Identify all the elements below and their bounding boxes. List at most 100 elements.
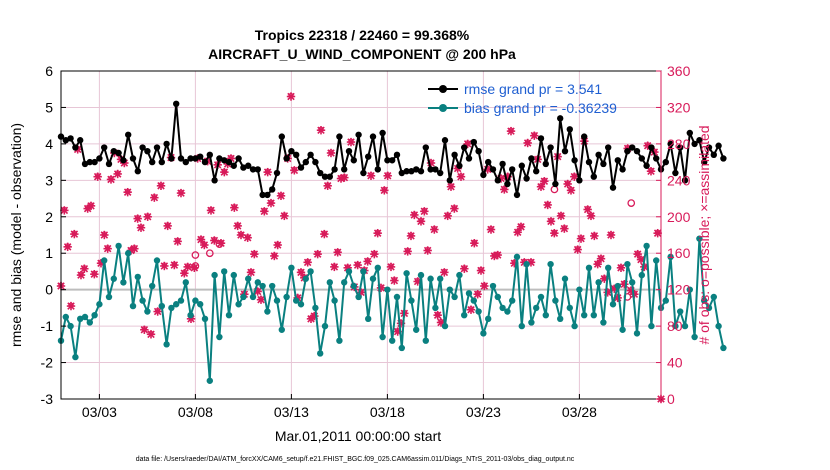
bias-point bbox=[235, 301, 242, 308]
rmse-point bbox=[581, 133, 588, 140]
bias-point bbox=[91, 311, 98, 319]
bias-point bbox=[177, 297, 185, 304]
obs-possible-marker bbox=[178, 189, 184, 195]
rmse-point bbox=[432, 166, 439, 173]
bias-point bbox=[288, 264, 295, 271]
bias-point bbox=[77, 315, 84, 323]
rmse-point bbox=[600, 160, 607, 168]
rmse-point bbox=[153, 144, 161, 151]
bias-point bbox=[312, 304, 319, 312]
obs-possible-marker bbox=[271, 252, 278, 258]
rmse-point bbox=[643, 162, 650, 169]
y-right-tick-label: 160 bbox=[667, 245, 691, 261]
rmse-point bbox=[384, 157, 391, 164]
bias-point bbox=[648, 322, 655, 330]
legend-rmse-marker bbox=[439, 85, 447, 93]
obs-possible-marker bbox=[288, 92, 294, 99]
bias-point bbox=[643, 242, 650, 250]
bias-point bbox=[125, 250, 132, 257]
bias-point bbox=[677, 308, 684, 315]
rmse-point bbox=[81, 160, 89, 168]
obs-possible-marker bbox=[558, 212, 564, 218]
obs-possible-marker bbox=[198, 235, 204, 242]
obs-possible-marker bbox=[81, 265, 88, 271]
obs-possible-marker bbox=[248, 268, 254, 275]
obs-possible-marker bbox=[231, 204, 238, 210]
obs-possible-marker bbox=[618, 264, 624, 270]
obs-possible-marker bbox=[61, 206, 68, 213]
bias-point bbox=[269, 282, 276, 290]
obs-possible-marker bbox=[151, 194, 158, 200]
rmse-point bbox=[144, 147, 151, 155]
rmse-point bbox=[595, 151, 602, 159]
obs-possible-marker bbox=[174, 237, 181, 244]
bias-point bbox=[533, 304, 540, 312]
rmse-point bbox=[605, 144, 612, 151]
obs-possible-marker bbox=[161, 262, 168, 268]
data-file-footer: data file: /Users/raeder/DAI/ATM_forcXX/… bbox=[136, 456, 575, 463]
bias-point bbox=[221, 268, 228, 275]
rmse-point bbox=[86, 158, 94, 166]
obs-possible-marker bbox=[571, 173, 578, 179]
rmse-point bbox=[437, 169, 444, 177]
bias-point bbox=[413, 326, 420, 333]
rmse-point bbox=[302, 158, 309, 166]
obs-possible-marker bbox=[334, 248, 341, 255]
bias-point bbox=[120, 279, 127, 286]
x-axis: 03/03 03/08 03/13 03/18 03/23 03/28 bbox=[82, 394, 597, 420]
obs-possible-marker bbox=[538, 183, 544, 189]
rmse-point bbox=[566, 126, 573, 133]
bias-point bbox=[365, 315, 372, 323]
obs-possible-marker bbox=[258, 296, 264, 302]
bias-point bbox=[249, 293, 257, 301]
bias-point bbox=[302, 275, 309, 282]
bias-point bbox=[81, 313, 89, 321]
rmse-point bbox=[701, 158, 708, 166]
rmse-point bbox=[240, 164, 247, 171]
obs-possible-marker bbox=[218, 239, 224, 245]
obs-possible-marker bbox=[434, 311, 441, 317]
bias-point bbox=[518, 322, 525, 330]
rmse-point bbox=[134, 168, 141, 175]
obs-possible-marker bbox=[471, 239, 478, 245]
bias-point bbox=[633, 330, 641, 337]
rmse-point bbox=[422, 144, 429, 151]
bias-point bbox=[465, 290, 473, 297]
bias-point bbox=[134, 273, 141, 281]
rmse-point bbox=[374, 166, 381, 173]
bias-point bbox=[360, 268, 367, 275]
bias-point bbox=[662, 297, 669, 304]
bias-point bbox=[297, 301, 305, 308]
obs-possible-marker bbox=[108, 175, 114, 182]
bias-point bbox=[350, 282, 357, 290]
rmse-point bbox=[696, 137, 703, 144]
bias-point bbox=[629, 279, 636, 286]
rmse-point bbox=[417, 168, 425, 175]
bias-point bbox=[571, 322, 578, 330]
bias-point bbox=[129, 302, 137, 310]
rmse-point bbox=[413, 166, 420, 173]
rmse-point bbox=[182, 158, 189, 166]
bias-point bbox=[461, 311, 468, 319]
rmse-point bbox=[494, 177, 501, 184]
obs-possible-marker bbox=[481, 282, 488, 288]
rmse-point bbox=[307, 151, 314, 159]
bias-point bbox=[489, 282, 497, 290]
rmse-point bbox=[653, 155, 660, 162]
obs-possible-marker bbox=[411, 211, 418, 217]
obs-possible-marker bbox=[201, 241, 208, 247]
bias-point bbox=[581, 311, 588, 319]
rmse-point bbox=[312, 158, 319, 166]
obs-possible-marker bbox=[598, 255, 604, 261]
rmse-point bbox=[77, 137, 84, 144]
obs-possible-ring bbox=[191, 262, 200, 270]
obs-possible-marker bbox=[551, 229, 558, 235]
bias-point bbox=[317, 350, 324, 357]
obs-possible-marker bbox=[354, 261, 361, 267]
bias-point bbox=[374, 264, 381, 271]
rmse-point bbox=[398, 169, 405, 177]
obs-possible-marker bbox=[588, 212, 594, 218]
rmse-point bbox=[345, 147, 353, 155]
bias-point bbox=[245, 275, 252, 282]
